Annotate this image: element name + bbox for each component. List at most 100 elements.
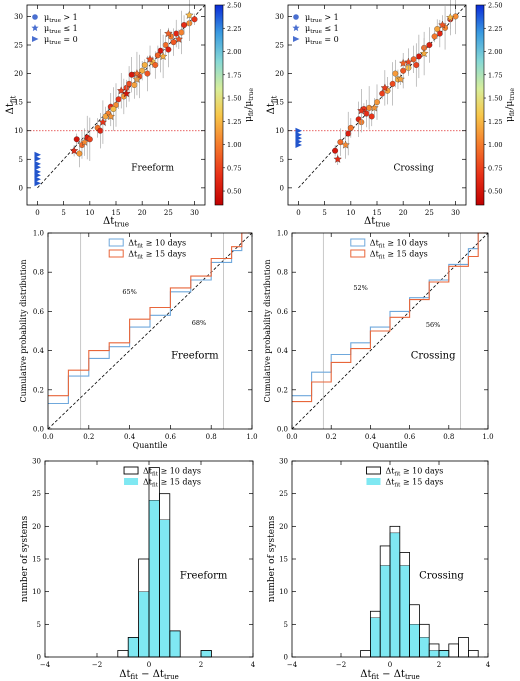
point-mu-gt1	[141, 62, 148, 68]
cdf-xtick-label: 0.4	[365, 433, 377, 441]
identity-line	[291, 232, 489, 430]
legend-star-icon	[292, 24, 300, 32]
point-mu-le1	[333, 154, 342, 163]
point-mu-le1	[158, 51, 168, 61]
cdf-panel-crossing: 52% 56% 0.0 0.2 0.4 0.6 0.8 1.0 0.0 0.2 0.4 0.6 0.8 1…	[263, 230, 494, 451]
hist-ytick-label: 15	[279, 556, 288, 564]
point-mu-gt1	[178, 29, 185, 36]
hist-bar-filled	[159, 519, 170, 658]
x-axis-label: Δtfit − Δttrue	[360, 669, 420, 681]
colorbar-tick-label: 0.50	[227, 188, 241, 196]
hist-ytick-label: 30	[32, 458, 41, 466]
x-axis-label: Δtfit − Δttrue	[119, 669, 179, 681]
point-mu-zero	[34, 160, 41, 167]
cdf-xtick-label: 0.6	[165, 433, 177, 441]
colorbar-tick-label: 1.75	[488, 71, 502, 79]
scatter-ytick-label: 15	[14, 99, 23, 107]
point-mu-gt1	[337, 139, 344, 146]
colorbar-tick-label: 2.25	[488, 25, 502, 33]
y-axis-label: number of systems	[20, 515, 30, 602]
point-mu-gt1	[126, 80, 133, 87]
legend-swatch	[366, 478, 381, 485]
hist-xtick-label: −4	[287, 661, 298, 669]
legend-label: Δtfit ≥ 10 days	[385, 467, 443, 478]
y-axis-label: Cumulative probability distribution	[263, 259, 272, 402]
hist-bar-outline	[360, 650, 371, 658]
colorbar-tick-label: 2.00	[227, 48, 241, 56]
legend-label: Δtfit ≥ 15 days	[143, 478, 201, 489]
percent-annotation: 68%	[192, 319, 206, 327]
hist-xtick-label: 4	[251, 661, 256, 669]
point-mu-gt1	[152, 62, 159, 68]
point-mu-gt1	[392, 70, 399, 77]
point-mu-gt1	[426, 42, 433, 48]
scatter-xtick-label: 5	[322, 209, 326, 217]
hist-bar-filled	[200, 650, 212, 658]
hist-bar-filled	[419, 637, 430, 658]
point-mu-gt1	[110, 106, 117, 112]
point-mu-gt1	[86, 136, 93, 143]
scatter-ytick-label: 25	[14, 42, 23, 50]
cdf-ytick-label: 0.0	[277, 426, 288, 434]
cdf-ytick-label: 0.0	[33, 426, 44, 434]
y-axis-label: Δtfit	[5, 95, 18, 114]
panel-label: Crossing	[411, 350, 456, 361]
scatter-ytick-label: 15	[275, 99, 284, 107]
cdf-xtick-label: 0.8	[443, 433, 454, 441]
legend-triangle-icon	[32, 36, 39, 42]
hist-bar-outline	[117, 650, 129, 658]
point-mu-le1	[370, 103, 379, 112]
legend-label: Δtfit ≥ 15 days	[385, 478, 443, 489]
cdf-frame	[291, 232, 489, 430]
legend-swatch	[123, 466, 139, 475]
point-mu-le1	[185, 10, 194, 19]
cdf-ytick-label: 1.0	[277, 230, 288, 238]
panel-label: Freeform	[131, 164, 174, 174]
hist-bar-filled	[127, 637, 139, 658]
scatter-ytick-label: 10	[14, 127, 23, 135]
colorbar-tick-label: 2.50	[227, 2, 241, 10]
scatter-xtick-label: 25	[425, 209, 434, 217]
x-axis-label: Δttrue	[103, 216, 129, 229]
hist-bar-filled	[370, 617, 381, 658]
colorbar-label: μfit/μtrue	[244, 88, 255, 122]
panel-label: Freeform	[180, 571, 228, 582]
point-mu-le1	[80, 137, 89, 146]
hist-bar-filled	[399, 565, 410, 658]
point-mu-gt1	[366, 104, 373, 111]
scatter-xtick-label: 10	[346, 209, 355, 217]
colorbar	[475, 4, 485, 206]
point-mu-gt1	[379, 90, 386, 97]
hist-bar-filled	[169, 630, 181, 658]
hist-ytick-label: 10	[32, 588, 41, 596]
point-mu-gt1	[347, 124, 354, 131]
point-mu-le1	[174, 34, 183, 43]
point-mu-gt1	[102, 113, 109, 120]
scatter-ytick-label: 20	[14, 70, 23, 78]
scatter-ytick-label: 30	[14, 13, 23, 21]
cdf-ytick-label: 0.6	[277, 308, 289, 316]
scatter-xtick-label: 0	[296, 209, 300, 217]
hist-ytick-label: 30	[279, 458, 288, 466]
point-mu-gt1	[76, 150, 83, 157]
x-axis-label: Quantile	[373, 441, 408, 450]
legend-circle-icon	[293, 14, 299, 20]
panel-label: Freeform	[171, 350, 219, 361]
cdf-panel-freeform: 65% 68% 0.0 0.2 0.4 0.6 0.8 1.0 0.0 0.2 0.4 0.6 0.8 1…	[19, 230, 258, 451]
hist-bar-filled	[148, 500, 160, 658]
cdf-ytick-label: 0.4	[277, 347, 289, 355]
point-mu-gt1	[345, 130, 352, 137]
colorbar-tick-label: 0.50	[488, 188, 502, 196]
panel-label: Crossing	[419, 571, 464, 582]
point-mu-zero	[295, 127, 302, 134]
colorbar-tick-label: 1.00	[488, 141, 502, 149]
cdf-ytick-label: 0.8	[33, 269, 44, 277]
point-mu-zero	[34, 168, 41, 175]
cdf-ytick-label: 0.2	[33, 386, 44, 394]
hist-xtick-label: −2	[92, 661, 102, 669]
point-mu-le1	[357, 106, 366, 115]
colorbar-tick-label: 2.50	[488, 2, 502, 10]
point-mu-gt1	[415, 53, 422, 60]
cdf-step-line	[48, 232, 252, 397]
